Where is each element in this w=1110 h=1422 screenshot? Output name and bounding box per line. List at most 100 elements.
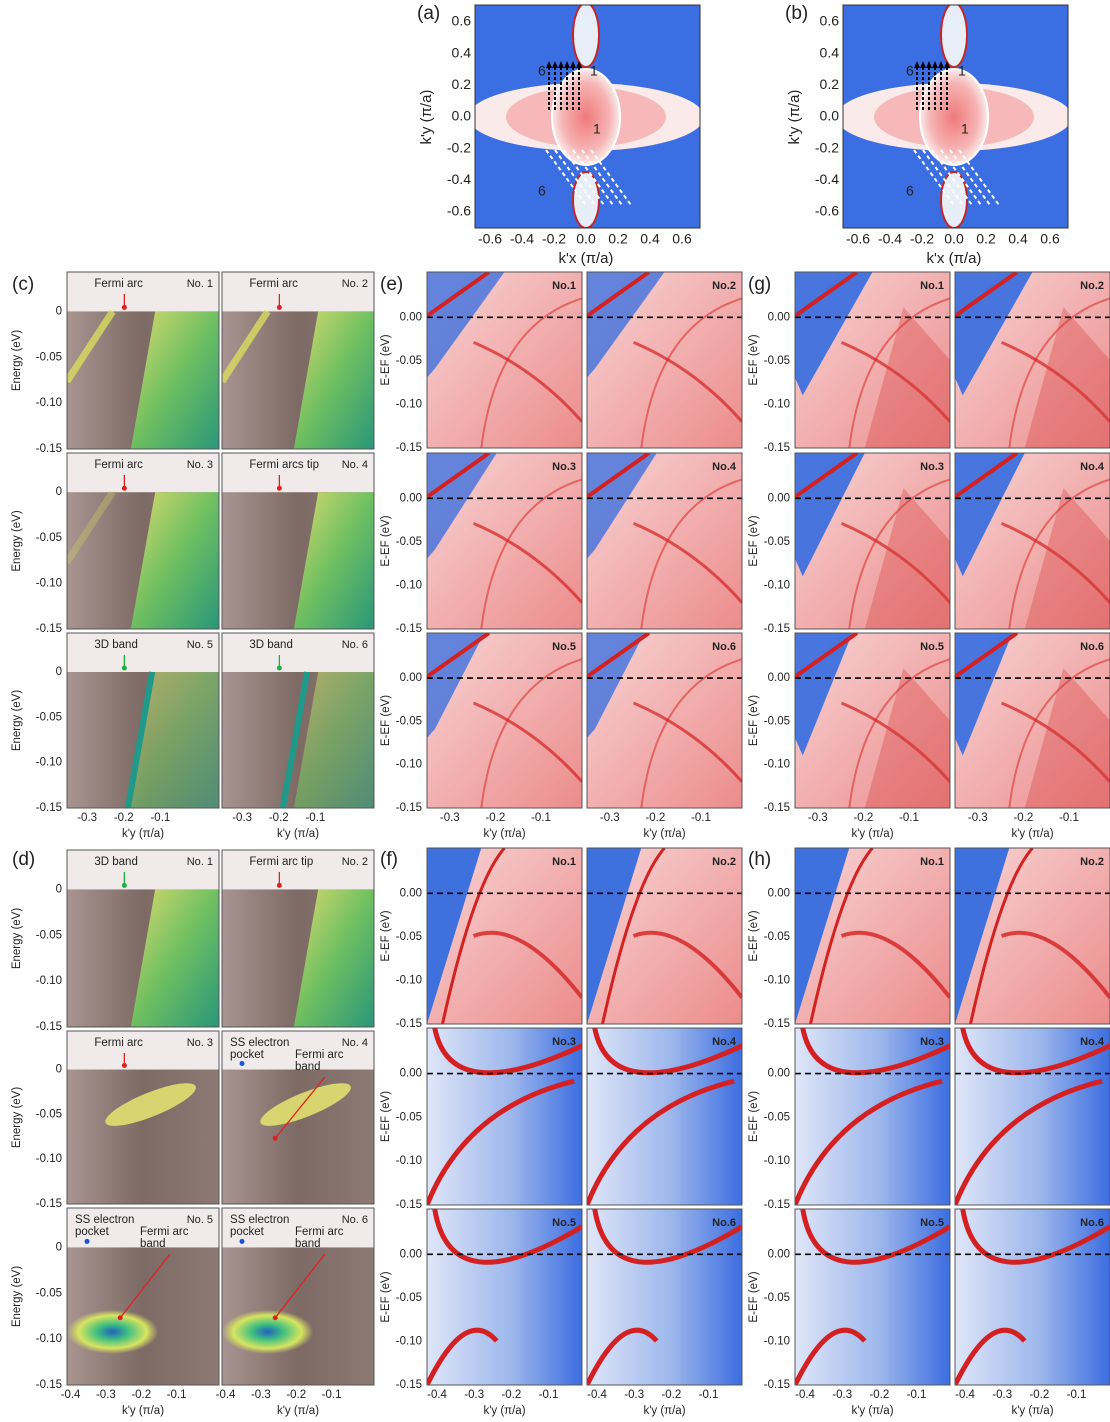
y-tick-label: -0.15 xyxy=(764,442,790,454)
band-curve xyxy=(795,1327,867,1385)
band-curve xyxy=(587,1078,735,1205)
dark-region xyxy=(1024,668,1110,808)
band-curve xyxy=(632,930,742,999)
y-axis-label: E-EF (eV) xyxy=(380,695,392,746)
y-tick-label: 0.0 xyxy=(452,108,472,124)
x-axis-label: k'x (π/a) xyxy=(927,250,982,267)
band xyxy=(293,492,374,629)
y-tick-label: -0.05 xyxy=(396,931,422,943)
cut-label: 6 xyxy=(538,183,546,199)
y-tick-label: 0 xyxy=(56,486,62,498)
cut-arrow xyxy=(558,61,564,68)
y-tick-label: 0.2 xyxy=(820,76,840,92)
band-curve xyxy=(587,453,651,499)
cut-arrow xyxy=(552,61,558,68)
band-curve xyxy=(955,633,1019,679)
y-tick-label: 0.00 xyxy=(400,492,422,504)
dark-region xyxy=(864,488,950,629)
blue-region xyxy=(795,633,853,756)
cut-number: No. 5 xyxy=(187,1214,213,1226)
y-tick-label: 0.4 xyxy=(452,44,472,60)
x-tick-label: -0.3 xyxy=(600,812,620,824)
cut-line xyxy=(572,149,614,206)
band-pocket xyxy=(222,1309,314,1354)
plot-area xyxy=(843,5,1068,228)
frame xyxy=(66,1207,220,1386)
x-tick-label: -0.2 xyxy=(286,1389,306,1401)
y-axis-label: E-EF (eV) xyxy=(380,910,392,961)
y-tick-label: 0 xyxy=(56,1064,62,1076)
arrow-head xyxy=(121,485,127,491)
cut-arrow xyxy=(914,61,920,68)
panel-label: (b) xyxy=(785,3,808,24)
annotation-arrow xyxy=(274,1076,326,1139)
x-tick-label: -0.4 xyxy=(587,1389,607,1401)
plot-area xyxy=(587,1028,742,1205)
cut-number: No.5 xyxy=(552,1217,576,1229)
plot-area xyxy=(427,848,582,1024)
plot-area xyxy=(955,453,1110,629)
cut-number: No. 4 xyxy=(342,1037,368,1049)
y-tick-label: -0.10 xyxy=(764,1335,790,1347)
annotation: band xyxy=(295,1061,321,1073)
cut-line xyxy=(554,149,596,206)
cut-arrow xyxy=(932,61,938,68)
annotation: 3D band xyxy=(249,639,292,651)
x-tick-label: -0.3 xyxy=(624,1389,644,1401)
plot-area xyxy=(427,1209,582,1385)
band-curve xyxy=(480,478,582,629)
x-tick-label: -0.4 xyxy=(955,1389,975,1401)
band-curve xyxy=(1008,478,1110,629)
x-tick-label: 0.0 xyxy=(576,231,596,247)
y-tick-label: -0.10 xyxy=(36,1153,62,1165)
band-curve xyxy=(601,848,666,1024)
arrow-head xyxy=(84,1238,90,1244)
frame xyxy=(586,847,743,1025)
cut-number: No. 1 xyxy=(187,278,213,290)
cut-number: No.3 xyxy=(552,461,576,473)
plot-area xyxy=(222,850,374,1027)
above-fermi xyxy=(67,850,219,890)
y-axis-label: E-EF (eV) xyxy=(748,515,760,566)
band-curve xyxy=(427,1078,575,1205)
x-tick-label: -0.1 xyxy=(531,812,551,824)
arrow-head xyxy=(276,882,282,888)
y-tick-label: 0.6 xyxy=(820,13,840,29)
x-tick-label: -0.2 xyxy=(501,1389,521,1401)
band xyxy=(130,492,219,629)
band-curve xyxy=(795,272,859,318)
x-axis-label: k'y (π/a) xyxy=(1011,1405,1053,1417)
annotation: SS electron xyxy=(230,1037,289,1049)
above-fermi xyxy=(222,850,374,890)
plot-area xyxy=(427,272,582,448)
y-tick-label: -0.05 xyxy=(396,1111,422,1123)
band-curve xyxy=(840,522,950,604)
cut-number: No. 2 xyxy=(342,278,368,290)
x-axis-label: k'y (π/a) xyxy=(277,1405,319,1417)
y-tick-label: -0.15 xyxy=(36,623,62,635)
band-curve xyxy=(587,1327,659,1385)
plot-area xyxy=(67,633,219,808)
x-tick-label: -0.4 xyxy=(795,1389,815,1401)
cut-number: No.4 xyxy=(1080,1036,1105,1048)
band-curve xyxy=(427,633,491,679)
frame xyxy=(474,4,701,229)
arrow-head xyxy=(239,1238,245,1244)
x-tick-label: -0.1 xyxy=(305,812,325,824)
annotation: SS electron xyxy=(230,1214,289,1226)
band-edge xyxy=(124,671,156,808)
frame xyxy=(66,849,220,1028)
band-curve xyxy=(848,478,950,629)
annotation: Fermi arc xyxy=(94,278,143,290)
y-tick-label: -0.05 xyxy=(764,931,790,943)
cut-number: No.1 xyxy=(552,280,576,292)
x-tick-label: -0.4 xyxy=(878,231,902,247)
x-axis-label: k'y (π/a) xyxy=(483,828,525,840)
x-tick-label: 0.2 xyxy=(976,231,996,247)
y-tick-label: -0.10 xyxy=(36,1333,62,1345)
x-axis-label: k'y (π/a) xyxy=(851,828,893,840)
plot-area xyxy=(587,1209,742,1385)
x-tick-label: -0.3 xyxy=(464,1389,484,1401)
band-curve xyxy=(955,1327,1027,1385)
y-tick-label: -0.05 xyxy=(396,355,422,367)
